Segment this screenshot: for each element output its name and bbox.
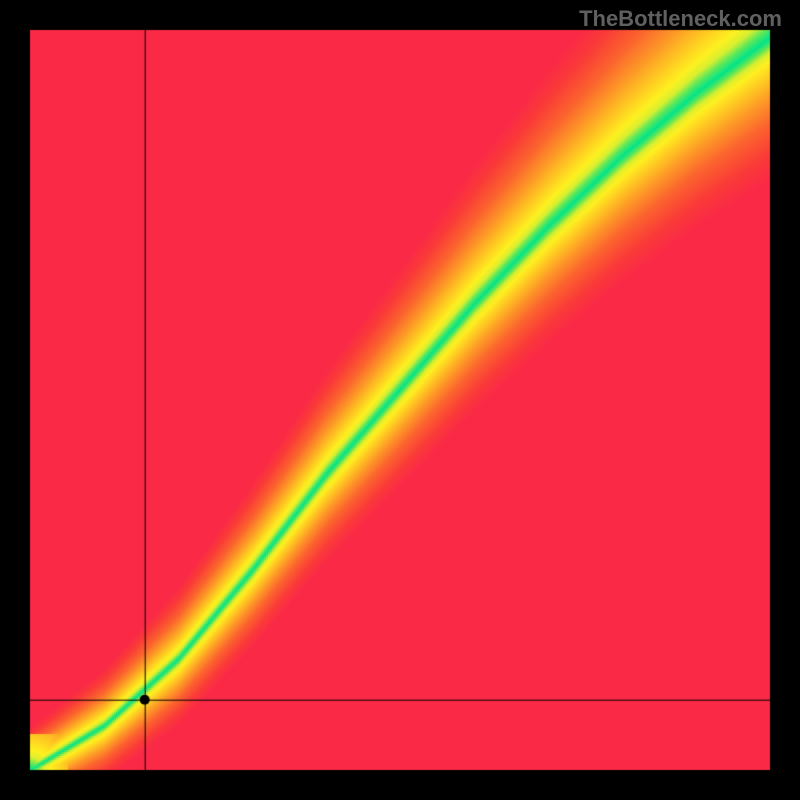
chart-container: TheBottleneck.com (0, 0, 800, 800)
watermark-text: TheBottleneck.com (579, 6, 782, 32)
heatmap-canvas (0, 0, 800, 800)
